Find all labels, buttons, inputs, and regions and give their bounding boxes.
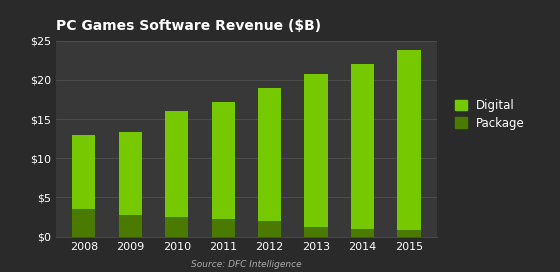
Bar [398, 230, 421, 237]
Bar [351, 229, 374, 237]
Bar [165, 217, 188, 237]
Bar [119, 132, 142, 215]
Text: Source: DFC Intelligence: Source: DFC Intelligence [191, 260, 302, 269]
Bar [305, 75, 328, 227]
Bar [351, 64, 374, 229]
Bar [119, 215, 142, 237]
Bar [72, 135, 95, 209]
Bar [212, 220, 235, 237]
Legend: Digital, Package: Digital, Package [451, 95, 529, 133]
Bar [398, 50, 421, 230]
Bar [305, 227, 328, 237]
Bar [72, 209, 95, 237]
Bar [258, 88, 281, 221]
Bar [258, 221, 281, 237]
Text: PC Games Software Revenue ($B): PC Games Software Revenue ($B) [56, 19, 321, 33]
Bar [212, 102, 235, 220]
Bar [165, 111, 188, 217]
